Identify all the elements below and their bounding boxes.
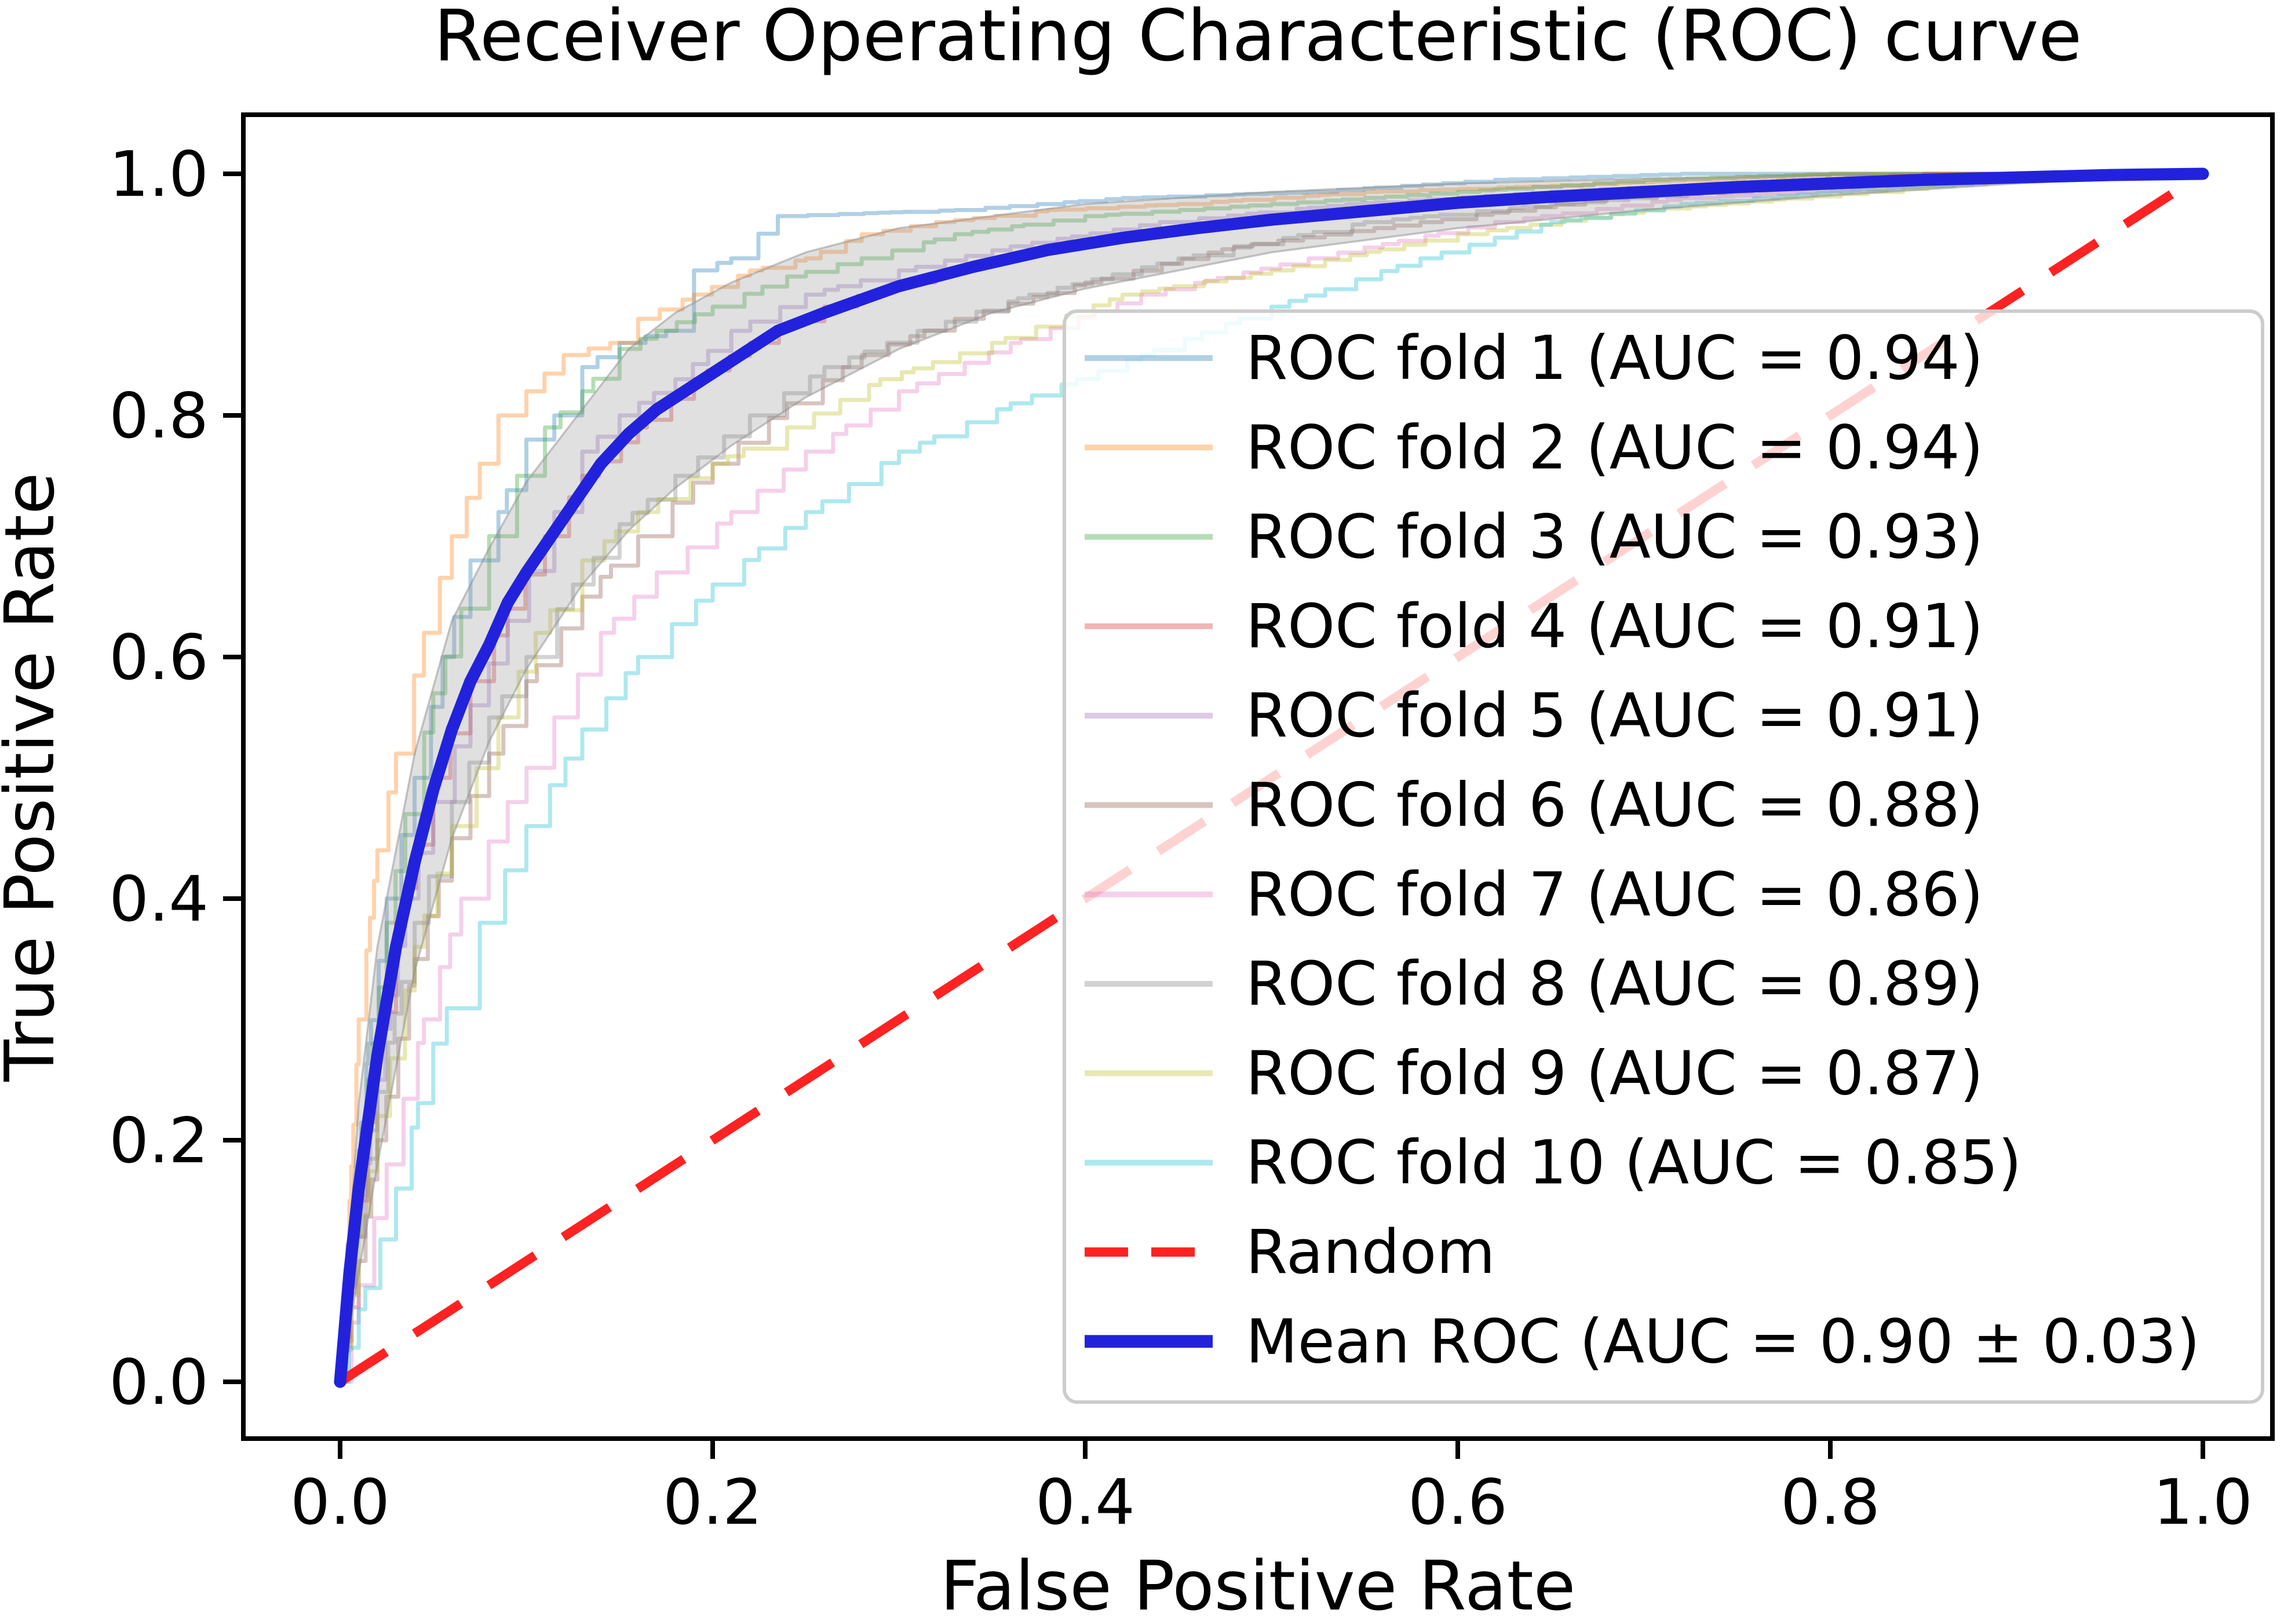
axes-frame <box>223 112 2275 1459</box>
y-tick-label: 0.4 <box>109 863 209 936</box>
legend-item-roc-fold-7: ROC fold 7 (AUC = 0.86) <box>1085 859 1983 930</box>
legend-item-mean-roc: Mean ROC (AUC = 0.90 ± 0.03) <box>1085 1306 2200 1377</box>
x-tick-label: 0.0 <box>290 1466 390 1539</box>
x-tick-label: 0.8 <box>1781 1466 1880 1539</box>
legend-item-random: Random <box>1085 1217 1495 1287</box>
x-tick-label: 0.4 <box>1035 1466 1135 1539</box>
legend: ROC fold 1 (AUC = 0.94) ROC fold 2 (AUC =… <box>1063 309 2264 1404</box>
legend-item-roc-fold-2-label: ROC fold 2 (AUC = 0.94) <box>1246 412 1983 483</box>
legend-item-roc-fold-1-label: ROC fold 1 (AUC = 0.94) <box>1246 323 1983 393</box>
legend-item-random-label: Random <box>1246 1217 1495 1287</box>
legend-item-roc-fold-7-label: ROC fold 7 (AUC = 0.86) <box>1246 859 1983 930</box>
legend-item-roc-fold-10-label: ROC fold 10 (AUC = 0.85) <box>1246 1127 2022 1198</box>
y-tick-label: 1.0 <box>109 138 209 211</box>
legend-item-roc-fold-3-label: ROC fold 3 (AUC = 0.93) <box>1246 502 1983 572</box>
x-tick-label: 0.6 <box>1408 1466 1508 1539</box>
mean-roc-curve <box>334 167 2209 1388</box>
y-tick-label: 0.8 <box>109 380 209 452</box>
std-band-lower-edge <box>339 173 2203 1382</box>
legend-item-roc-fold-4-label: ROC fold 4 (AUC = 0.91) <box>1246 591 1983 662</box>
plot-border <box>241 112 2275 1441</box>
legend-item-roc-fold-10: ROC fold 10 (AUC = 0.85) <box>1085 1127 2022 1198</box>
legend-item-roc-fold-6: ROC fold 6 (AUC = 0.88) <box>1085 770 1983 841</box>
legend-item-roc-fold-8-label: ROC fold 8 (AUC = 0.89) <box>1246 948 1983 1019</box>
x-tick-label: 0.2 <box>663 1466 762 1539</box>
chart-title: Receiver Operating Characteristic (ROC) … <box>434 0 2082 77</box>
x-axis-label: False Positive Rate <box>940 1546 1576 1624</box>
legend-item-mean-roc-label: Mean ROC (AUC = 0.90 ± 0.03) <box>1246 1306 2200 1377</box>
legend-item-roc-fold-4: ROC fold 4 (AUC = 0.91) <box>1085 591 1983 662</box>
y-tick-labels: 0.0 0.2 0.4 0.6 0.8 1.0 <box>109 138 209 1419</box>
y-tick-label: 0.6 <box>109 622 209 694</box>
legend-item-roc-fold-5-label: ROC fold 5 (AUC = 0.91) <box>1246 680 1983 751</box>
legend-item-roc-fold-2: ROC fold 2 (AUC = 0.94) <box>1085 412 1983 483</box>
legend-item-roc-fold-5: ROC fold 5 (AUC = 0.91) <box>1085 680 1983 751</box>
roc-fold-2-curve <box>340 171 2203 1384</box>
legend-item-roc-fold-1: ROC fold 1 (AUC = 0.94) <box>1085 323 1983 393</box>
roc-fold-3-curve <box>340 171 2203 1384</box>
y-tick-label: 0.2 <box>109 1105 209 1177</box>
legend-item-roc-fold-9-label: ROC fold 9 (AUC = 0.87) <box>1246 1038 1983 1108</box>
roc-fold-1-curve <box>340 171 2203 1384</box>
legend-item-roc-fold-6-label: ROC fold 6 (AUC = 0.88) <box>1246 770 1983 841</box>
roc-fold-9-curve <box>340 171 2203 1384</box>
y-axis-label: True Positive Rate <box>0 472 70 1082</box>
std-band-upper-edge <box>339 173 2203 1382</box>
x-tick-labels: 0.0 0.2 0.4 0.6 0.8 1.0 <box>290 1466 2253 1539</box>
legend-box <box>1063 309 2264 1404</box>
legend-item-roc-fold-8: ROC fold 8 (AUC = 0.89) <box>1085 948 1983 1019</box>
x-tick-label: 1.0 <box>2153 1466 2253 1539</box>
y-tick-label: 0.0 <box>109 1346 209 1419</box>
legend-item-roc-fold-3: ROC fold 3 (AUC = 0.93) <box>1085 502 1983 572</box>
legend-item-roc-fold-9: ROC fold 9 (AUC = 0.87) <box>1085 1038 1983 1108</box>
roc-fold-7-curve <box>340 171 2203 1384</box>
